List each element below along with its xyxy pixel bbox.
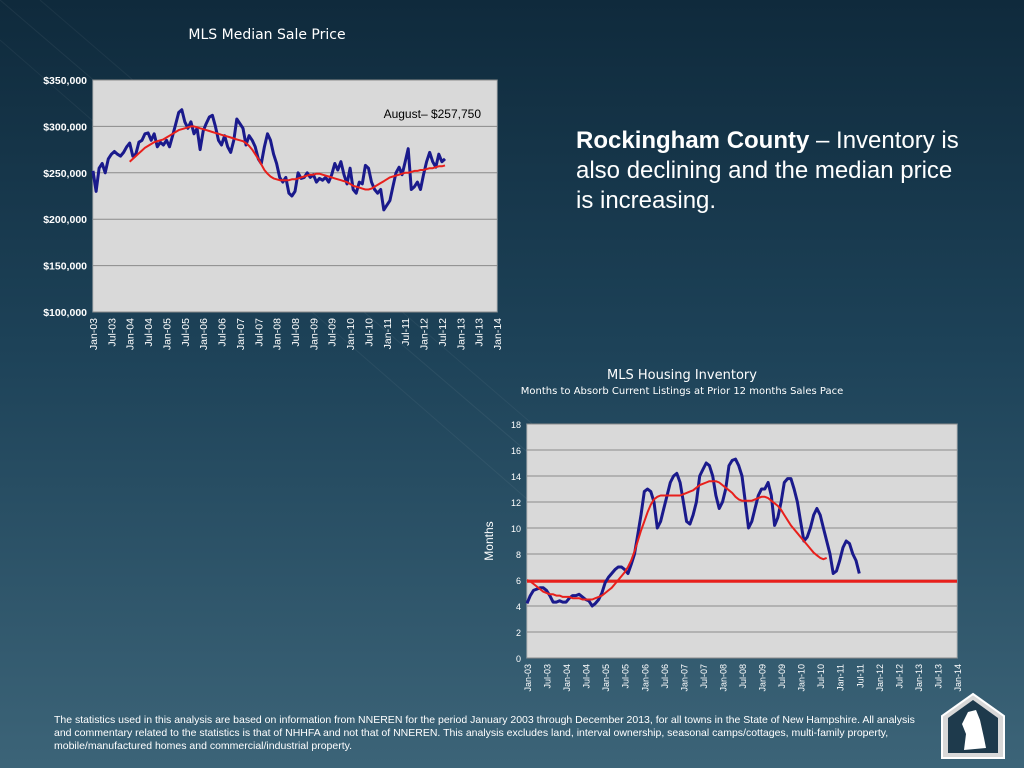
- x-tick-label: Jul-03: [543, 664, 553, 689]
- x-tick-label: Jan-06: [640, 664, 650, 692]
- x-tick-label: Jan-03: [88, 318, 100, 350]
- x-tick-label: Jan-08: [272, 318, 284, 350]
- x-tick-label: Jan-10: [345, 318, 357, 350]
- x-tick-label: Jul-05: [621, 664, 631, 689]
- y-tick-label: $300,000: [43, 121, 87, 133]
- y-tick-label: 0: [516, 654, 521, 664]
- x-tick-label: Jul-12: [437, 318, 449, 347]
- x-tick-label: Jul-13: [474, 318, 486, 347]
- x-tick-label: Jan-03: [523, 664, 533, 692]
- trend-line: [129, 125, 446, 191]
- y-tick-label: 8: [516, 550, 521, 560]
- x-tick-label: Jul-10: [816, 664, 826, 689]
- trend-line: [526, 480, 828, 601]
- chart-annotation: August– $257,750: [384, 107, 482, 121]
- x-tick-label: Jan-13: [455, 318, 467, 350]
- x-tick-label: Jan-12: [875, 664, 885, 692]
- x-tick-label: Jan-04: [125, 318, 137, 350]
- x-tick-label: Jul-05: [180, 318, 192, 347]
- headline-bold: Rockingham County: [576, 127, 810, 154]
- x-tick-label: Jan-09: [308, 318, 320, 350]
- nhhfa-logo-icon: [941, 692, 1005, 759]
- headline-rest: – Inventory is also declining and the me…: [576, 127, 959, 214]
- y-tick-label: 2: [516, 628, 521, 638]
- plot-area: [92, 79, 498, 313]
- y-tick-label: 16: [511, 446, 521, 456]
- x-tick-label: Jul-08: [738, 664, 748, 689]
- plot-area: [526, 423, 958, 659]
- y-tick-label: $250,000: [43, 168, 87, 180]
- median-sale-price-chart: MLS Median Sale Price $350,000 $300,000 $25…: [43, 27, 504, 350]
- footnote-text: The statistics used in this analysis are…: [54, 714, 915, 752]
- x-tick-label: Jan-09: [758, 664, 768, 692]
- x-tick-label: Jul-09: [327, 318, 339, 347]
- x-tick-label: Jul-04: [143, 318, 155, 347]
- y-tick-label: $100,000: [43, 307, 87, 319]
- x-tick-label: Jan-04: [562, 664, 572, 692]
- x-tick-label: Jan-07: [679, 664, 689, 692]
- x-tick-label: Jan-11: [382, 318, 394, 349]
- x-tick-label: Jul-09: [777, 664, 787, 689]
- x-tick-label: Jan-08: [718, 664, 728, 692]
- x-tick-label: Jan-13: [914, 664, 924, 692]
- x-tick-label: Jan-14: [492, 318, 504, 350]
- y-axis-label: Months: [482, 521, 496, 560]
- y-tick-label: $150,000: [43, 261, 87, 273]
- x-tick-label: Jul-06: [217, 318, 229, 347]
- x-tick-label: Jul-11: [855, 664, 865, 688]
- x-tick-label: Jul-07: [699, 664, 709, 689]
- chart-title: MLS Median Sale Price: [188, 27, 345, 43]
- y-tick-label: 6: [516, 576, 521, 586]
- x-tick-label: Jan-14: [953, 664, 963, 692]
- x-tick-label: Jul-12: [894, 664, 904, 689]
- y-tick-label: 10: [511, 524, 521, 534]
- x-tick-label: Jul-06: [660, 664, 670, 689]
- y-tick-label: 4: [516, 602, 521, 612]
- chart-title: MLS Housing Inventory: [607, 368, 757, 383]
- headline-text: Rockingham County – Inventory is also de…: [576, 126, 976, 216]
- y-tick-label: $200,000: [43, 214, 87, 226]
- x-tick-label: Jul-08: [290, 318, 302, 347]
- y-tick-label: 14: [511, 472, 521, 482]
- x-tick-label: Jan-06: [198, 318, 210, 350]
- x-tick-label: Jan-10: [797, 664, 807, 692]
- x-tick-label: Jul-04: [582, 664, 592, 689]
- series-line: [91, 108, 447, 212]
- x-tick-label: Jan-05: [601, 664, 611, 692]
- y-tick-label: 12: [511, 498, 521, 508]
- x-tick-label: Jan-07: [235, 318, 247, 350]
- x-tick-label: Jul-07: [253, 318, 265, 347]
- x-tick-label: Jul-13: [933, 664, 943, 689]
- chart-subtitle: Months to Absorb Current Listings at Pri…: [521, 386, 843, 397]
- x-tick-label: Jan-11: [836, 664, 846, 691]
- housing-inventory-chart: MLS Housing Inventory Months to Absorb Cu…: [482, 368, 963, 692]
- y-tick-label: 18: [511, 420, 521, 430]
- x-tick-label: Jan-12: [419, 318, 431, 350]
- x-tick-label: Jul-11: [400, 318, 412, 346]
- x-tick-label: Jan-05: [161, 318, 173, 350]
- x-tick-label: Jul-10: [363, 318, 375, 347]
- y-tick-label: $350,000: [43, 75, 87, 87]
- x-tick-label: Jul-03: [106, 318, 118, 347]
